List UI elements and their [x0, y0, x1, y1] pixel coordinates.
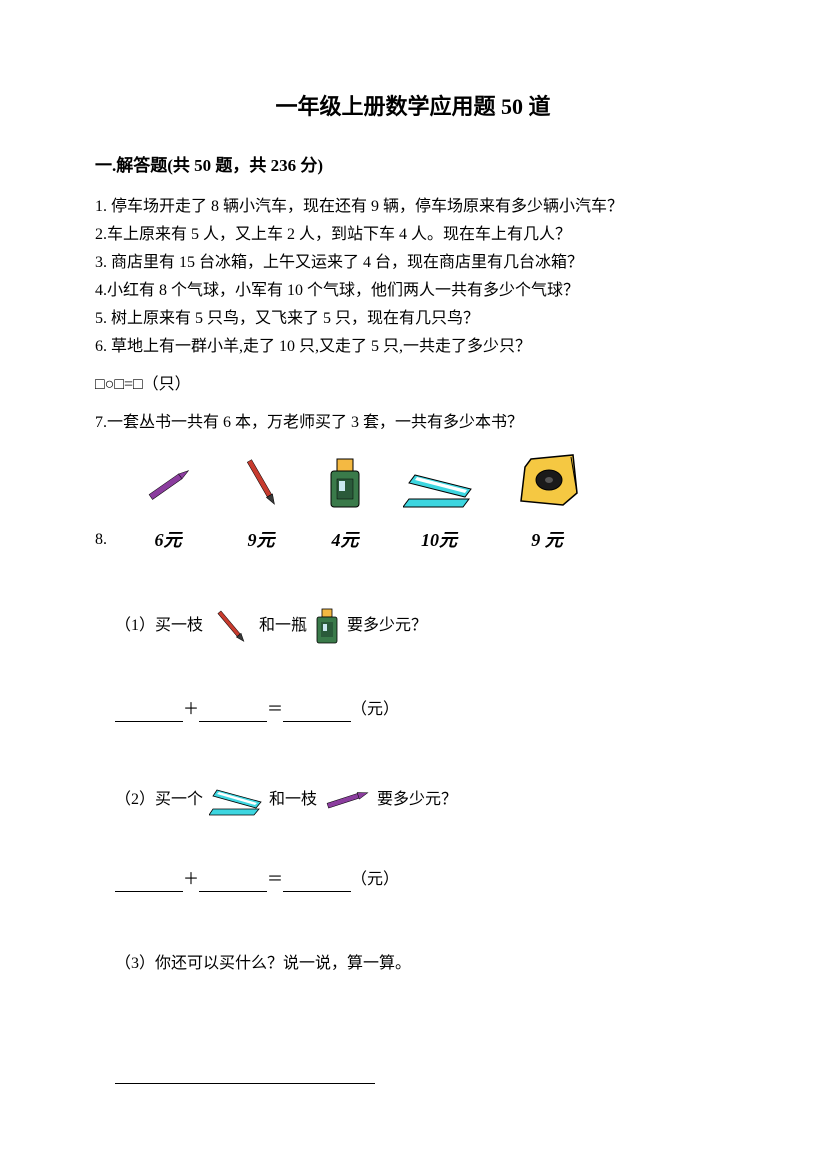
- question-1: 1. 停车场开走了 8 辆小汽车，现在还有 9 辆，停车场原来有多少辆小汽车？: [95, 195, 731, 219]
- sub1-pre-text: （1）买一枝: [115, 614, 203, 638]
- item-purple-pen: 6元: [139, 459, 197, 554]
- blank-input[interactable]: [115, 874, 183, 892]
- equation-2: ＋＝（元）: [115, 868, 731, 892]
- item-stapler: 10元: [403, 463, 475, 554]
- red-pen-icon: [235, 453, 287, 519]
- sub2-mid-text: 和一枝: [269, 788, 317, 812]
- price-label: 9元: [248, 527, 275, 554]
- stapler-icon: [403, 463, 475, 519]
- question-3: 3. 商店里有 15 台冰箱，上午又运来了 4 台，现在商店里有几台冰箱？: [95, 251, 731, 275]
- stapler-small-icon: [209, 782, 263, 818]
- sub1-post-text: 要多少元？: [347, 614, 427, 638]
- section-header: 一.解答题(共 50 题，共 236 分): [95, 153, 731, 179]
- equation-1: ＋＝（元）: [115, 698, 731, 722]
- blank-input[interactable]: [199, 874, 267, 892]
- price-label: 4元: [332, 527, 359, 554]
- page-title: 一年级上册数学应用题 50 道: [95, 90, 731, 123]
- equation-template: □○□=□（只）: [95, 373, 731, 397]
- item-ink-bottle: 4元: [325, 453, 365, 554]
- question-7: 7.一套丛书一共有 6 本，万老师买了 3 套，一共有多少本书？: [95, 411, 731, 435]
- price-label: 6元: [155, 527, 182, 554]
- question-6: 6. 草地上有一群小羊,走了 10 只,又走了 5 只,一共走了多少只？: [95, 335, 731, 359]
- item-sharpener: 9 元: [513, 453, 581, 554]
- purple-pen-small-icon: [323, 784, 371, 816]
- blank-input[interactable]: [199, 704, 267, 722]
- price-label: 10元: [421, 527, 457, 554]
- answer-line[interactable]: [95, 1016, 731, 1092]
- purple-pen-icon: [139, 459, 197, 519]
- sub-question-2: （2）买一个 和一枝 要多少元？: [115, 782, 731, 818]
- item-red-pen: 9元: [235, 453, 287, 554]
- question-5: 5. 树上原来有 5 只鸟，又飞来了 5 只，现在有几只鸟？: [95, 307, 731, 331]
- blank-input[interactable]: [283, 874, 351, 892]
- red-pen-small-icon: [209, 604, 253, 648]
- sub2-post-text: 要多少元？: [377, 788, 457, 812]
- sub-question-1: （1）买一枝 和一瓶 要多少元？: [115, 604, 731, 648]
- blank-input[interactable]: [283, 704, 351, 722]
- question-4: 4.小红有 8 个气球，小军有 10 个气球，他们两人一共有多少个气球？: [95, 279, 731, 303]
- ink-bottle-small-icon: [313, 606, 341, 646]
- price-label: 9 元: [531, 527, 563, 554]
- items-row: 8. 6元 9元: [95, 453, 731, 554]
- sub1-mid-text: 和一瓶: [259, 614, 307, 638]
- sub2-pre-text: （2）买一个: [115, 788, 203, 812]
- question-2: 2.车上原来有 5 人，又上车 2 人，到站下车 4 人。现在车上有几人？: [95, 223, 731, 247]
- blank-input[interactable]: [115, 704, 183, 722]
- unit-label: （元）: [351, 701, 399, 718]
- sub-question-3: （3）你还可以买什么？说一说，算一算。: [115, 952, 731, 976]
- ink-bottle-icon: [325, 453, 365, 519]
- unit-label: （元）: [351, 871, 399, 888]
- question-8-label: 8.: [95, 528, 107, 552]
- sharpener-icon: [513, 453, 581, 519]
